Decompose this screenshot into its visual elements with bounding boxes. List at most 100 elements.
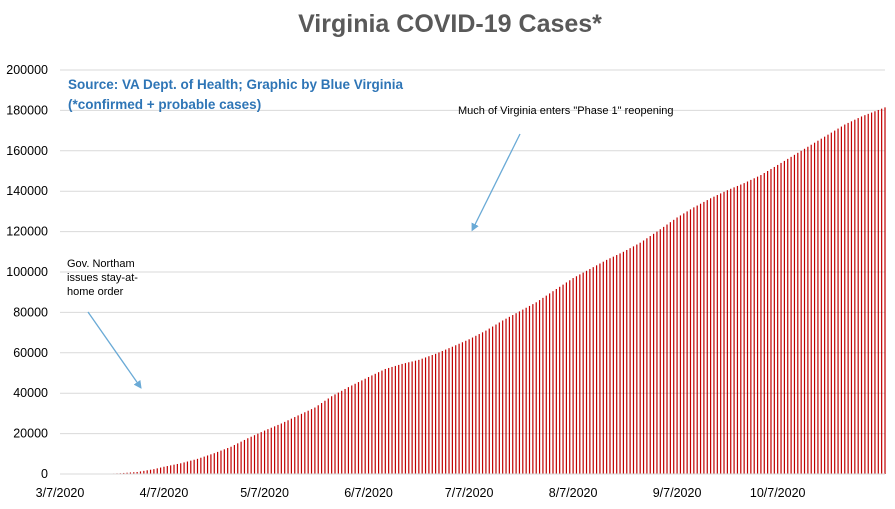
bar	[408, 362, 410, 474]
bar	[686, 211, 688, 474]
bar	[743, 183, 745, 474]
bar	[146, 470, 148, 474]
bar	[371, 375, 373, 474]
annotations: Gov. Northam issues stay-at-home order Muc…	[67, 105, 674, 389]
bar	[378, 372, 380, 474]
bar	[803, 148, 806, 474]
bar	[773, 166, 775, 474]
bar	[324, 400, 326, 474]
x-tick-label: 8/7/2020	[549, 486, 598, 500]
bar	[542, 297, 544, 474]
bar	[364, 378, 366, 474]
bar	[210, 454, 212, 474]
bar	[730, 188, 732, 474]
bar	[673, 219, 675, 474]
bar	[830, 132, 832, 474]
bar	[646, 238, 648, 474]
bar	[622, 251, 625, 474]
bar	[243, 439, 246, 474]
gridlines	[60, 69, 885, 435]
bar	[653, 233, 655, 474]
bar	[559, 286, 561, 474]
bar	[632, 246, 635, 474]
bar	[143, 470, 145, 474]
bar	[267, 429, 269, 474]
bar	[535, 302, 537, 474]
x-tick-label: 10/7/2020	[750, 486, 806, 500]
bar	[787, 158, 789, 474]
bar	[290, 418, 292, 474]
bar	[337, 392, 339, 474]
bar	[877, 109, 879, 474]
bar	[669, 222, 671, 474]
bar	[585, 270, 588, 474]
bar	[562, 284, 564, 475]
bar	[837, 128, 839, 474]
bar	[515, 313, 517, 474]
bar	[602, 261, 604, 474]
y-tick-label: 200000	[6, 63, 48, 77]
bar	[341, 390, 343, 474]
bar	[797, 152, 799, 474]
bar	[616, 255, 618, 474]
bar	[223, 449, 225, 474]
bar	[274, 426, 276, 474]
bar	[629, 248, 631, 474]
bar	[525, 307, 527, 474]
bar	[247, 438, 249, 474]
y-tick-label: 80000	[13, 305, 48, 319]
x-tick-label: 5/7/2020	[240, 486, 289, 500]
bar	[522, 309, 524, 474]
bar	[478, 334, 480, 474]
bar	[716, 195, 718, 475]
bar	[840, 126, 842, 474]
phase-1-arrow	[471, 133, 521, 232]
bar	[307, 410, 309, 474]
bar	[217, 451, 219, 474]
bar	[575, 276, 578, 474]
y-tick-label: 120000	[6, 225, 48, 239]
bar	[388, 367, 390, 474]
bar	[320, 403, 323, 474]
bar	[820, 138, 822, 474]
bar	[860, 116, 863, 475]
bar	[726, 190, 728, 474]
bar	[123, 472, 125, 474]
bar	[310, 409, 313, 474]
y-tick-label: 180000	[6, 103, 48, 117]
bar	[528, 305, 531, 474]
bar	[488, 328, 490, 474]
bar	[404, 363, 407, 474]
bar	[176, 463, 178, 474]
bar	[351, 385, 353, 474]
bar	[723, 191, 725, 474]
bar	[703, 201, 705, 474]
bar	[250, 436, 252, 474]
bar	[398, 364, 400, 474]
bar	[280, 423, 282, 474]
bar	[746, 181, 749, 474]
bar	[357, 382, 360, 474]
bar	[277, 424, 279, 474]
bar	[854, 119, 856, 474]
bar	[549, 293, 551, 474]
bar	[206, 455, 209, 474]
bar	[582, 272, 584, 474]
bar	[297, 415, 299, 474]
bar	[760, 175, 762, 475]
bar	[512, 315, 514, 474]
bar	[884, 107, 886, 475]
bar	[606, 259, 608, 474]
bar	[129, 472, 132, 474]
x-tick-label: 7/7/2020	[445, 486, 494, 500]
bar	[381, 370, 383, 474]
bar	[411, 361, 413, 474]
bar	[156, 468, 158, 474]
bar	[663, 226, 665, 474]
bar	[314, 407, 316, 474]
y-tick-label: 0	[41, 467, 48, 481]
bar	[424, 357, 427, 474]
bar	[414, 360, 417, 474]
bar	[693, 207, 695, 475]
bar	[149, 469, 152, 474]
